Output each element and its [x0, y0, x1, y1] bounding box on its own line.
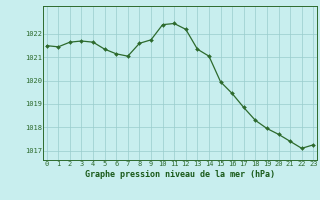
- X-axis label: Graphe pression niveau de la mer (hPa): Graphe pression niveau de la mer (hPa): [85, 170, 275, 179]
